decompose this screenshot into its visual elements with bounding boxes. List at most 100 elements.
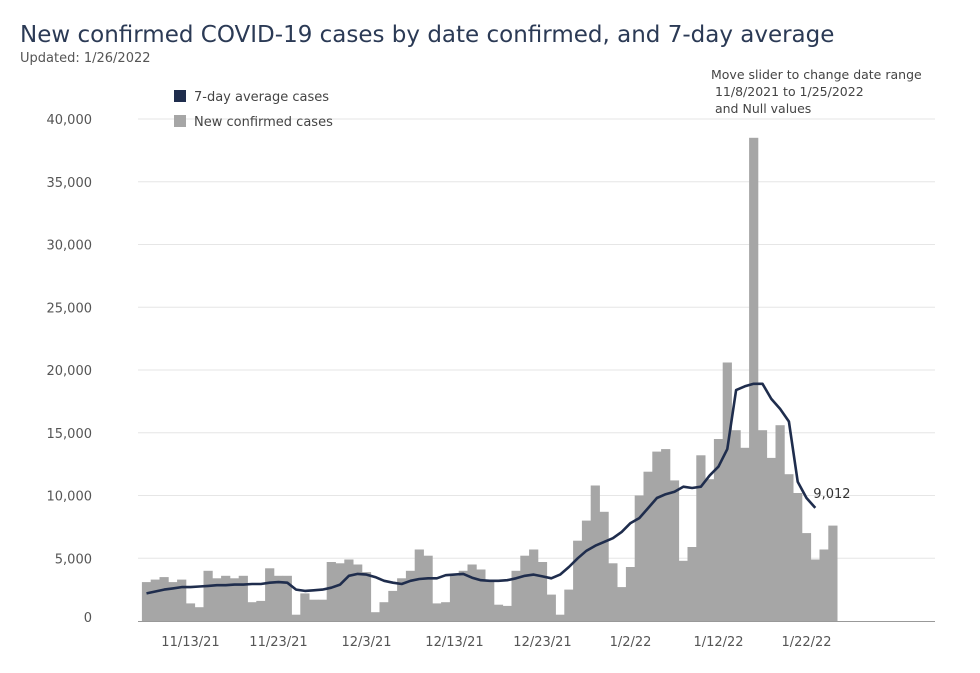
bar <box>291 614 301 621</box>
legend: 7-day average cases New confirmed cases <box>174 90 333 130</box>
y-tick-label: 40,000 <box>47 113 93 128</box>
bar <box>722 362 732 621</box>
bar <box>529 549 539 621</box>
bar <box>414 549 424 621</box>
legend-swatch-average <box>174 90 186 102</box>
x-axis: 11/13/21 11/23/21 12/3/21 12/13/21 12/23/21 1… <box>138 621 935 650</box>
bar <box>247 602 257 621</box>
bar <box>740 447 750 621</box>
bar <box>713 439 724 621</box>
bar <box>159 577 169 621</box>
y-tick-label: 15,000 <box>47 427 93 442</box>
bar <box>573 540 583 621</box>
bar <box>256 600 266 621</box>
x-tick-label: 11/13/21 <box>161 635 219 650</box>
slider-note-line2: 11/8/2021 to 1/25/2022 <box>711 84 864 99</box>
bar <box>485 579 495 621</box>
bar <box>546 594 556 621</box>
bar <box>221 575 231 621</box>
bar <box>273 575 284 621</box>
bar <box>168 582 178 621</box>
y-tick-label: 35,000 <box>47 176 93 191</box>
bar <box>423 555 433 621</box>
bar <box>300 593 310 621</box>
bar <box>141 582 152 621</box>
bar <box>581 520 592 621</box>
bar <box>282 575 292 621</box>
bar <box>801 533 812 621</box>
bar <box>265 568 275 621</box>
bar <box>537 562 548 621</box>
bar-series <box>141 137 838 622</box>
bar <box>177 579 187 621</box>
bar <box>775 425 785 621</box>
bar <box>458 570 468 621</box>
bar <box>810 559 820 621</box>
bar <box>476 569 486 621</box>
bar <box>731 430 741 621</box>
bar <box>379 602 389 621</box>
bar <box>652 451 662 621</box>
bar <box>643 471 653 621</box>
y-axis: 0 5,000 10,000 15,000 20,000 25,000 30,000 35,0… <box>47 113 93 626</box>
bar <box>502 605 512 621</box>
bar <box>749 137 759 622</box>
bar <box>599 511 609 621</box>
bar <box>203 570 213 621</box>
bar <box>185 603 196 621</box>
legend-swatch-cases <box>174 115 186 127</box>
chart-title: New confirmed COVID-19 cases by date con… <box>20 22 835 48</box>
slider-note: Move slider to change date range 11/8/20… <box>711 66 922 117</box>
legend-label-average: 7-day average cases <box>194 90 329 105</box>
bar <box>669 480 680 621</box>
slider-note-line1: Move slider to change date range <box>711 67 922 82</box>
bar <box>309 599 319 621</box>
bar <box>212 578 222 621</box>
bar <box>405 570 416 621</box>
bar <box>441 602 451 621</box>
bar <box>793 493 803 621</box>
bar <box>520 555 530 621</box>
bar <box>361 572 372 621</box>
bar <box>326 562 336 621</box>
bar <box>194 607 204 621</box>
bar <box>828 525 838 621</box>
bar <box>678 560 688 621</box>
x-tick-label: 12/13/21 <box>425 635 483 650</box>
bar <box>661 449 671 621</box>
bar <box>757 430 768 621</box>
bar <box>493 604 504 621</box>
bar <box>564 589 574 621</box>
bar <box>766 457 776 621</box>
bar <box>335 563 345 621</box>
bar <box>317 599 328 621</box>
average-line <box>146 382 817 595</box>
bar <box>625 567 636 621</box>
legend-label-cases: New confirmed cases <box>194 115 333 130</box>
bar <box>819 549 829 621</box>
bar <box>705 479 715 621</box>
bar <box>511 570 521 621</box>
bar <box>370 612 380 621</box>
bar <box>432 603 442 621</box>
bar <box>687 547 697 621</box>
bar <box>608 563 618 621</box>
bar <box>353 564 363 621</box>
bar <box>238 575 248 621</box>
x-tick-label: 11/23/21 <box>249 635 307 650</box>
y-tick-label: 10,000 <box>47 490 93 505</box>
y-tick-label: 5,000 <box>55 552 92 567</box>
bar <box>590 485 600 621</box>
x-tick-label: 1/12/22 <box>693 635 743 650</box>
y-tick-label: 25,000 <box>47 301 93 316</box>
bar <box>555 614 565 621</box>
bar <box>696 455 706 621</box>
bar <box>229 578 240 621</box>
bar <box>467 564 477 621</box>
y-tick-label: 0 <box>84 611 92 626</box>
x-tick-label: 1/22/22 <box>781 635 831 650</box>
bar <box>344 559 354 621</box>
bar <box>388 590 398 621</box>
x-tick-label: 12/23/21 <box>513 635 571 650</box>
bar <box>449 575 460 621</box>
